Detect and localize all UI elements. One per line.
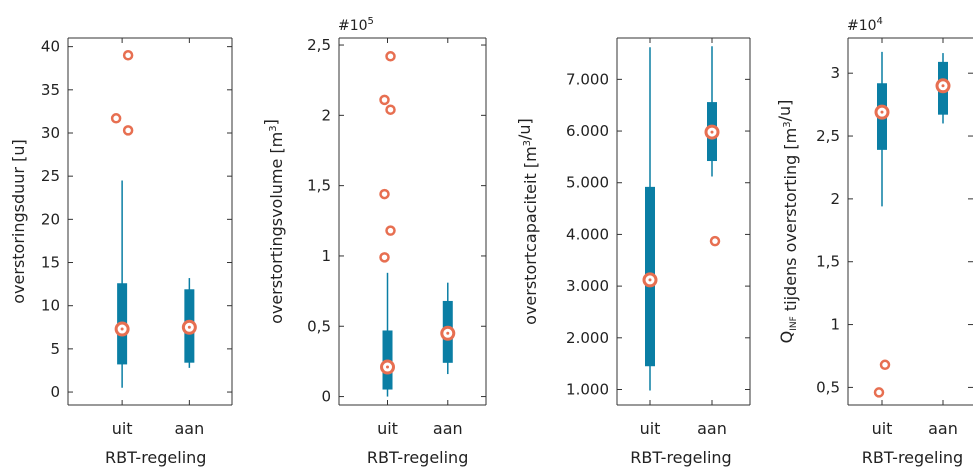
- y-tick-label: 7.000: [566, 70, 609, 88]
- outlier-point: [385, 51, 396, 62]
- y-tick-label: 6.000: [566, 122, 609, 140]
- outlier-point: [110, 113, 122, 124]
- y-axis-label: QINF tijdens overstorting [m3/u]: [775, 100, 800, 344]
- outlier-point: [122, 125, 134, 136]
- outlier-point: [879, 359, 891, 371]
- median-dot: [386, 365, 390, 369]
- x-tick-label: aan: [174, 419, 204, 438]
- median-dot: [710, 130, 714, 134]
- x-tick-label: aan: [433, 419, 463, 438]
- median-dot: [446, 331, 450, 335]
- outlier-point: [709, 235, 721, 247]
- panel-overstortingsvolume: 0 0,5 1 1,5 2 2,5 uit aan RBT-regeling overstorti…: [261, 16, 487, 467]
- y-tick-label: 2.000: [566, 329, 609, 347]
- panel-overstoringsduur: 0 5 10 15 20 25 30 35 40 uit aan RBT-regeling overst…: [9, 37, 233, 467]
- median-dot: [187, 325, 191, 329]
- outlier-point: [385, 104, 396, 115]
- outlier-point: [385, 225, 396, 236]
- x-tick-label: uit: [112, 419, 133, 438]
- x-axis-label: RBT-regeling: [630, 448, 731, 467]
- y-tick-label: 0: [50, 383, 60, 401]
- median-dot: [880, 110, 884, 114]
- y-tick-label: 1: [321, 247, 331, 265]
- y-tick-label: 1,5: [816, 253, 840, 271]
- exponent-label: #105: [338, 16, 374, 34]
- y-tick-label: 2,5: [816, 127, 840, 145]
- y-tick-label: 20: [41, 210, 60, 228]
- outlier-point: [873, 387, 885, 398]
- y-tick-label: 5.000: [566, 174, 609, 192]
- x-tick-label: aan: [928, 419, 958, 438]
- y-axis-label: overstortingsvolume [m3]: [261, 119, 286, 324]
- y-tick-label: 0,5: [307, 317, 331, 335]
- y-tick-label: 3: [830, 64, 840, 82]
- y-tick-label: 1,5: [307, 177, 331, 195]
- y-tick-label: 1: [830, 316, 840, 334]
- x-tick-label: uit: [640, 419, 661, 438]
- x-tick-label: uit: [872, 419, 893, 438]
- exponent-label: #104: [847, 16, 883, 34]
- median-dot: [120, 327, 124, 331]
- y-tick-label: 2: [321, 106, 331, 124]
- x-axis-label: RBT-regeling: [862, 448, 963, 467]
- outlier-point: [379, 252, 390, 263]
- y-axis-label: overstoringsduur [u]: [9, 139, 28, 303]
- y-tick-label: 5: [50, 340, 60, 358]
- y-tick-label: 35: [41, 81, 60, 99]
- y-tick-label: 2: [830, 190, 840, 208]
- y-tick-label: 40: [41, 38, 60, 56]
- y-tick-label: 2,5: [307, 36, 331, 54]
- y-axis-label: overstortcapaciteit [m3/u]: [515, 118, 540, 325]
- outlier-point: [379, 188, 390, 200]
- x-axis-label: RBT-regeling: [105, 448, 206, 467]
- x-tick-label: uit: [377, 419, 398, 438]
- y-tick-label: 1.000: [566, 380, 609, 398]
- y-tick-label: 0,5: [816, 378, 840, 396]
- y-tick-label: 4.000: [566, 225, 609, 243]
- median-dot: [941, 84, 945, 88]
- x-axis-label: RBT-regeling: [367, 448, 468, 467]
- y-tick-label: 30: [41, 124, 60, 142]
- outlier-point: [379, 94, 390, 106]
- y-tick-label: 25: [41, 167, 60, 185]
- panel-overstortcapaciteit: 1.000 2.000 3.000 4.000 5.000 6.000 7.000 uit aa…: [515, 37, 751, 467]
- y-tick-label: 10: [41, 297, 60, 315]
- outlier-point: [122, 50, 134, 61]
- y-tick-label: 3.000: [566, 277, 609, 295]
- panel-qinf: 0,5 1 1,5 2 2,5 3 uit aan RBT-regeling QINF tijde…: [775, 16, 973, 467]
- y-tick-label: 0: [321, 388, 331, 406]
- median-dot: [648, 278, 652, 282]
- x-tick-label: aan: [697, 419, 727, 438]
- y-tick-label: 15: [41, 254, 60, 272]
